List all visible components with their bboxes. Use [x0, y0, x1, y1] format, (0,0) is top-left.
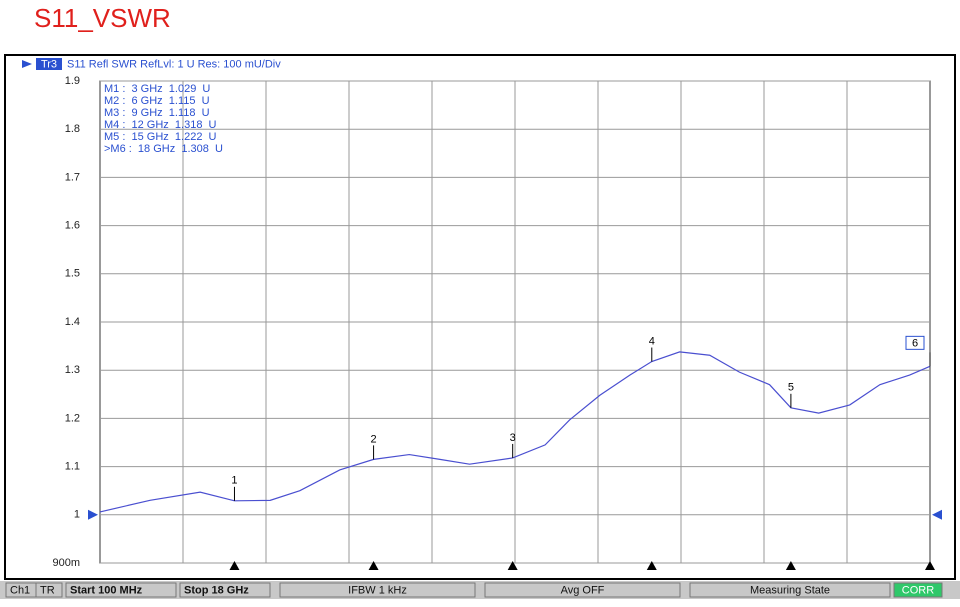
y-tick-label: 1.6 [65, 220, 80, 232]
ref-arrow-right [932, 509, 942, 520]
status-cell [35, 582, 63, 598]
ref-arrow-left [88, 509, 98, 520]
status-cell [689, 582, 891, 598]
y-tick-label: 1.4 [65, 316, 80, 328]
trace-id: Tr3 [41, 58, 57, 70]
status-text: Measuring State [750, 584, 830, 596]
marker-label: 2 [371, 433, 377, 445]
marker-readout: M5 : 15 GHz 1.222 U [104, 131, 217, 143]
status-cell [179, 582, 271, 598]
marker-readout: M3 : 9 GHz 1.118 U [104, 107, 210, 119]
y-tick-label: 1 [74, 509, 80, 521]
status-cell [893, 582, 943, 598]
marker-readout: M4 : 12 GHz 1.318 U [104, 119, 217, 131]
status-text: Start 100 MHz [70, 584, 143, 596]
status-text: TR [40, 584, 55, 596]
y-tick-label: 1.8 [65, 123, 80, 135]
marker-triangle [368, 561, 379, 570]
marker-readout: M1 : 3 GHz 1.029 U [104, 83, 210, 95]
y-tick-label: 1.1 [65, 461, 80, 473]
status-text: Ch1 [10, 584, 30, 596]
frame [4, 54, 956, 580]
status-cell [279, 582, 476, 598]
marker-triangle [229, 561, 240, 570]
status-text: Avg OFF [561, 584, 605, 596]
marker-triangle [646, 561, 657, 570]
status-text: CORR [902, 584, 934, 596]
marker-label: 6 [912, 337, 918, 349]
page-title: S11_VSWR [34, 3, 171, 33]
status-text: IFBW 1 kHz [348, 584, 407, 596]
marker-readout: M2 : 6 GHz 1.115 U [104, 95, 210, 107]
trace-arrow [22, 60, 32, 68]
marker-readout: >M6 : 18 GHz 1.308 U [104, 143, 223, 155]
y-tick-label: 1.3 [65, 364, 80, 376]
y-tick-label: 1.9 [65, 75, 80, 87]
status-cell [65, 582, 177, 598]
trace-badge [36, 58, 62, 70]
marker-box [905, 335, 925, 350]
marker-triangle [785, 561, 796, 570]
y-tick-label: 1.7 [65, 171, 80, 183]
y-tick-label: 1.5 [65, 268, 80, 280]
marker-label: 3 [510, 432, 516, 444]
trace [99, 351, 931, 513]
marker-triangle [507, 561, 518, 570]
marker-triangle [925, 561, 935, 570]
status-text: Stop 18 GHz [184, 584, 249, 596]
marker-label: 5 [788, 382, 794, 394]
y-tick-label: 1.2 [65, 412, 80, 424]
marker-label: 4 [649, 335, 655, 347]
y-tick-label: 900m [52, 557, 80, 569]
marker-label: 1 [231, 475, 237, 487]
status-cell [484, 582, 681, 598]
trace-header: S11 Refl SWR RefLvl: 1 U Res: 100 mU/Div [67, 58, 281, 70]
